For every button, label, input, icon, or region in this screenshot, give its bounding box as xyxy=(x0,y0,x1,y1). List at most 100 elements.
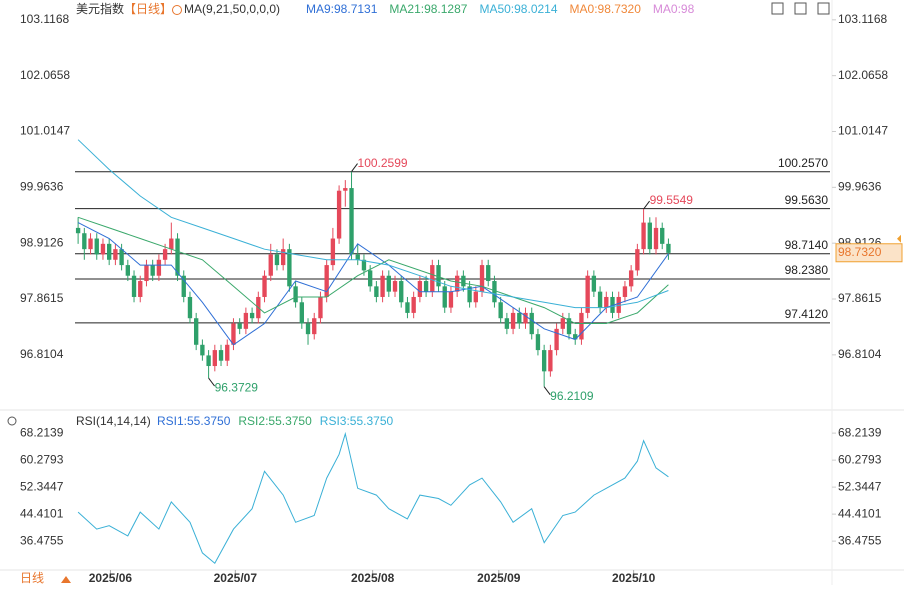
candle-body xyxy=(560,318,565,329)
candle-body xyxy=(287,249,292,287)
candle-body xyxy=(293,286,298,303)
candle-body xyxy=(249,312,255,319)
y-tick-label: 98.9126 xyxy=(20,235,64,249)
candle-body xyxy=(635,249,640,271)
close-icon[interactable] xyxy=(817,2,830,15)
candle-body xyxy=(268,254,273,276)
add-icon[interactable] xyxy=(172,5,182,15)
candle-body xyxy=(299,302,304,324)
candle-body xyxy=(436,265,441,287)
candle-body xyxy=(548,350,553,372)
legend-entry: RSI1:55.3750 xyxy=(157,414,231,428)
candle-body xyxy=(535,334,541,351)
candle-body xyxy=(367,270,373,287)
candle-body xyxy=(162,249,168,260)
candle-body xyxy=(193,318,199,345)
candle-body xyxy=(510,312,516,329)
candle-body xyxy=(82,233,87,250)
candle-body xyxy=(653,227,659,250)
y-tick-label: 36.4755 xyxy=(838,533,882,547)
candle-body xyxy=(212,350,217,367)
candle-body xyxy=(125,265,130,276)
candle-body xyxy=(660,227,665,244)
y-tick-label: 99.9636 xyxy=(838,180,882,194)
candle-body xyxy=(647,222,652,250)
settings-icon[interactable] xyxy=(7,416,17,426)
level-label: 97.4120 xyxy=(785,307,829,321)
y-tick-label: 101.0147 xyxy=(20,124,70,138)
candle-body xyxy=(610,296,615,313)
candle-body xyxy=(386,275,391,292)
candle-body xyxy=(461,275,466,287)
candle-body xyxy=(343,188,348,191)
candle-body xyxy=(206,355,211,367)
candle-body xyxy=(430,265,435,292)
candle-body xyxy=(280,249,286,266)
y-tick-label: 103.1168 xyxy=(20,12,69,26)
candle-body xyxy=(666,243,671,253)
legend-entry: MA50:98.0214 xyxy=(479,2,557,16)
candle-body xyxy=(423,281,429,292)
candle-body xyxy=(399,281,404,303)
candle-body xyxy=(585,275,590,313)
y-tick-label: 102.0658 xyxy=(20,68,70,82)
candle-body xyxy=(144,265,149,282)
period-button-label[interactable]: 日线 xyxy=(20,571,44,585)
candle-body xyxy=(200,344,205,356)
legend-entry: MA0:98.7320 xyxy=(570,2,642,16)
price-tag xyxy=(835,243,903,263)
candle-body xyxy=(100,243,106,255)
rsi-title: RSI(14,14,14) xyxy=(76,414,151,428)
fullscreen-icon[interactable] xyxy=(771,2,784,15)
annotation-leader xyxy=(543,386,551,396)
candle-body xyxy=(504,318,510,329)
candle-body xyxy=(498,302,503,319)
x-tick-label: 2025/06 xyxy=(89,571,133,585)
candle-body xyxy=(330,238,336,266)
candle-body xyxy=(392,281,398,292)
y-tick-label: 96.8104 xyxy=(20,347,64,361)
candle-body xyxy=(119,249,124,266)
y-tick-label: 52.3447 xyxy=(838,479,882,493)
y-tick-label: 99.9636 xyxy=(20,180,64,194)
y-tick-label: 96.8104 xyxy=(838,347,882,361)
legend-entry: RSI3:55.3750 xyxy=(320,414,394,428)
candle-body xyxy=(573,334,578,340)
level-label: 99.5630 xyxy=(785,193,829,207)
candle-body xyxy=(107,243,112,260)
annotation-leader xyxy=(351,163,358,172)
candle-body xyxy=(138,281,143,297)
candle-body xyxy=(374,286,379,297)
zoom-icon[interactable] xyxy=(794,2,807,15)
period-button[interactable] xyxy=(0,572,72,585)
candle-body xyxy=(156,259,162,276)
rsi-line xyxy=(77,431,669,564)
dropdown-icon[interactable] xyxy=(61,576,71,583)
candle-body xyxy=(349,188,354,255)
candle-body xyxy=(169,238,174,250)
candle-body xyxy=(622,286,628,297)
candle-body xyxy=(237,323,242,329)
y-tick-label: 97.8615 xyxy=(838,291,882,305)
candle-body xyxy=(218,350,224,361)
legend-entry: MA9:98.7131 xyxy=(306,2,378,16)
period[interactable]: 【日线】 xyxy=(124,2,172,16)
candle-body xyxy=(473,291,478,303)
candle-body xyxy=(355,254,360,260)
ma-line xyxy=(77,222,669,346)
ma-line xyxy=(77,139,669,309)
candle-body xyxy=(417,281,423,297)
annotation: 96.3729 xyxy=(215,380,259,394)
candle-body xyxy=(616,296,621,313)
candle-body xyxy=(628,270,634,287)
candle-body xyxy=(479,265,485,292)
candle-body xyxy=(541,350,547,372)
candle-body xyxy=(492,281,497,303)
candle-body xyxy=(262,275,267,297)
annotation: 100.2599 xyxy=(358,156,408,170)
candle-body xyxy=(454,275,460,292)
y-tick-label: 97.8615 xyxy=(20,291,64,305)
annotation-leader xyxy=(208,377,216,387)
candle-body xyxy=(181,275,186,297)
x-tick-label: 2025/08 xyxy=(351,571,395,585)
